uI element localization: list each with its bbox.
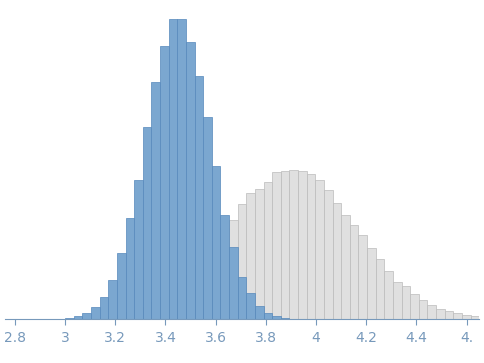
Bar <box>203 117 212 319</box>
Bar <box>160 46 169 319</box>
Bar <box>470 317 479 319</box>
Bar <box>125 218 134 319</box>
Bar <box>298 171 307 319</box>
Bar <box>462 315 470 319</box>
Bar <box>117 253 125 319</box>
Bar <box>151 302 160 319</box>
Bar <box>177 19 186 319</box>
Bar <box>410 294 419 319</box>
Bar <box>272 316 281 319</box>
Bar <box>238 277 246 319</box>
Bar <box>91 307 100 319</box>
Bar <box>125 312 134 319</box>
Bar <box>169 20 177 319</box>
Bar <box>289 171 298 319</box>
Bar <box>255 306 264 319</box>
Bar <box>367 248 376 319</box>
Bar <box>419 300 427 319</box>
Bar <box>393 282 402 319</box>
Bar <box>65 318 74 319</box>
Bar <box>427 305 436 319</box>
Bar <box>220 215 229 319</box>
Bar <box>307 174 315 319</box>
Bar <box>384 271 393 319</box>
Bar <box>203 250 212 319</box>
Bar <box>281 171 289 319</box>
Bar <box>100 297 108 319</box>
Bar <box>454 313 462 319</box>
Bar <box>350 225 359 319</box>
Bar <box>186 276 195 319</box>
Bar <box>134 180 143 319</box>
Bar <box>402 286 410 319</box>
Bar <box>151 82 160 319</box>
Bar <box>143 307 151 319</box>
Bar <box>195 265 203 319</box>
Bar <box>108 280 117 319</box>
Bar <box>134 310 143 319</box>
Bar <box>169 290 177 319</box>
Bar <box>229 220 238 319</box>
Bar <box>82 318 91 319</box>
Bar <box>108 316 117 319</box>
Bar <box>315 180 324 319</box>
Bar <box>220 228 229 319</box>
Bar <box>212 166 220 319</box>
Bar <box>324 190 333 319</box>
Bar <box>272 172 281 319</box>
Bar <box>264 313 272 319</box>
Bar <box>281 318 289 319</box>
Bar <box>82 313 91 319</box>
Bar <box>74 316 82 319</box>
Bar <box>100 317 108 319</box>
Bar <box>186 42 195 319</box>
Bar <box>229 248 238 319</box>
Bar <box>445 311 454 319</box>
Bar <box>143 127 151 319</box>
Bar <box>255 189 264 319</box>
Bar <box>376 260 384 319</box>
Bar <box>333 203 341 319</box>
Bar <box>341 215 350 319</box>
Bar <box>177 284 186 319</box>
Bar <box>117 315 125 319</box>
Bar <box>195 76 203 319</box>
Bar <box>359 236 367 319</box>
Bar <box>246 193 255 319</box>
Bar <box>91 318 100 319</box>
Bar <box>436 309 445 319</box>
Bar <box>264 182 272 319</box>
Bar <box>160 297 169 319</box>
Bar <box>212 241 220 319</box>
Bar <box>238 204 246 319</box>
Bar <box>246 293 255 319</box>
